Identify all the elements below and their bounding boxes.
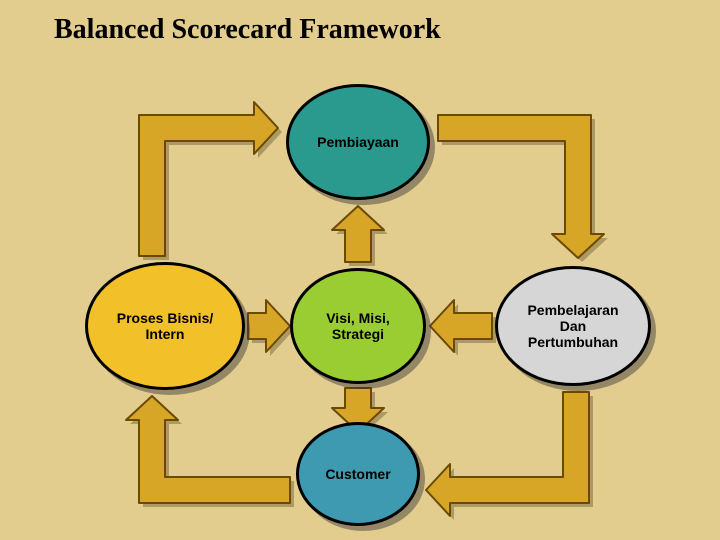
right-to-center-shadow (434, 304, 496, 356)
node-center: Visi, Misi, Strategi (290, 268, 426, 384)
node-center-label: Visi, Misi, Strategi (326, 310, 390, 342)
bottom-left-to-left-shadow (130, 400, 294, 507)
node-top-label: Pembiayaan (317, 134, 399, 150)
node-right: Pembelajaran Dan Pertumbuhan (495, 266, 651, 386)
node-bottom-label: Customer (325, 466, 390, 482)
node-bottom: Customer (296, 422, 420, 526)
node-left: Proses Bisnis/ Intern (85, 262, 245, 390)
right-to-center (430, 300, 492, 352)
node-left-label: Proses Bisnis/ Intern (117, 310, 214, 342)
center-to-top-shadow (336, 210, 388, 266)
left-to-center (248, 300, 290, 352)
node-top: Pembiayaan (286, 84, 430, 200)
right-down-to-bottom (426, 392, 589, 516)
right-down-to-bottom-shadow (430, 396, 593, 520)
node-right-label: Pembelajaran Dan Pertumbuhan (527, 302, 618, 350)
diagram-stage: Balanced Scorecard Framework Pembiayaan Pr… (0, 0, 720, 540)
top-down-to-right-shadow (442, 119, 608, 262)
left-up-to-top-shadow (143, 106, 282, 260)
left-up-to-top (139, 102, 278, 256)
top-down-to-right (438, 115, 604, 258)
bottom-left-to-left (126, 396, 290, 503)
center-to-top (332, 206, 384, 262)
page-title: Balanced Scorecard Framework (54, 14, 441, 46)
left-to-center-shadow (252, 304, 294, 356)
